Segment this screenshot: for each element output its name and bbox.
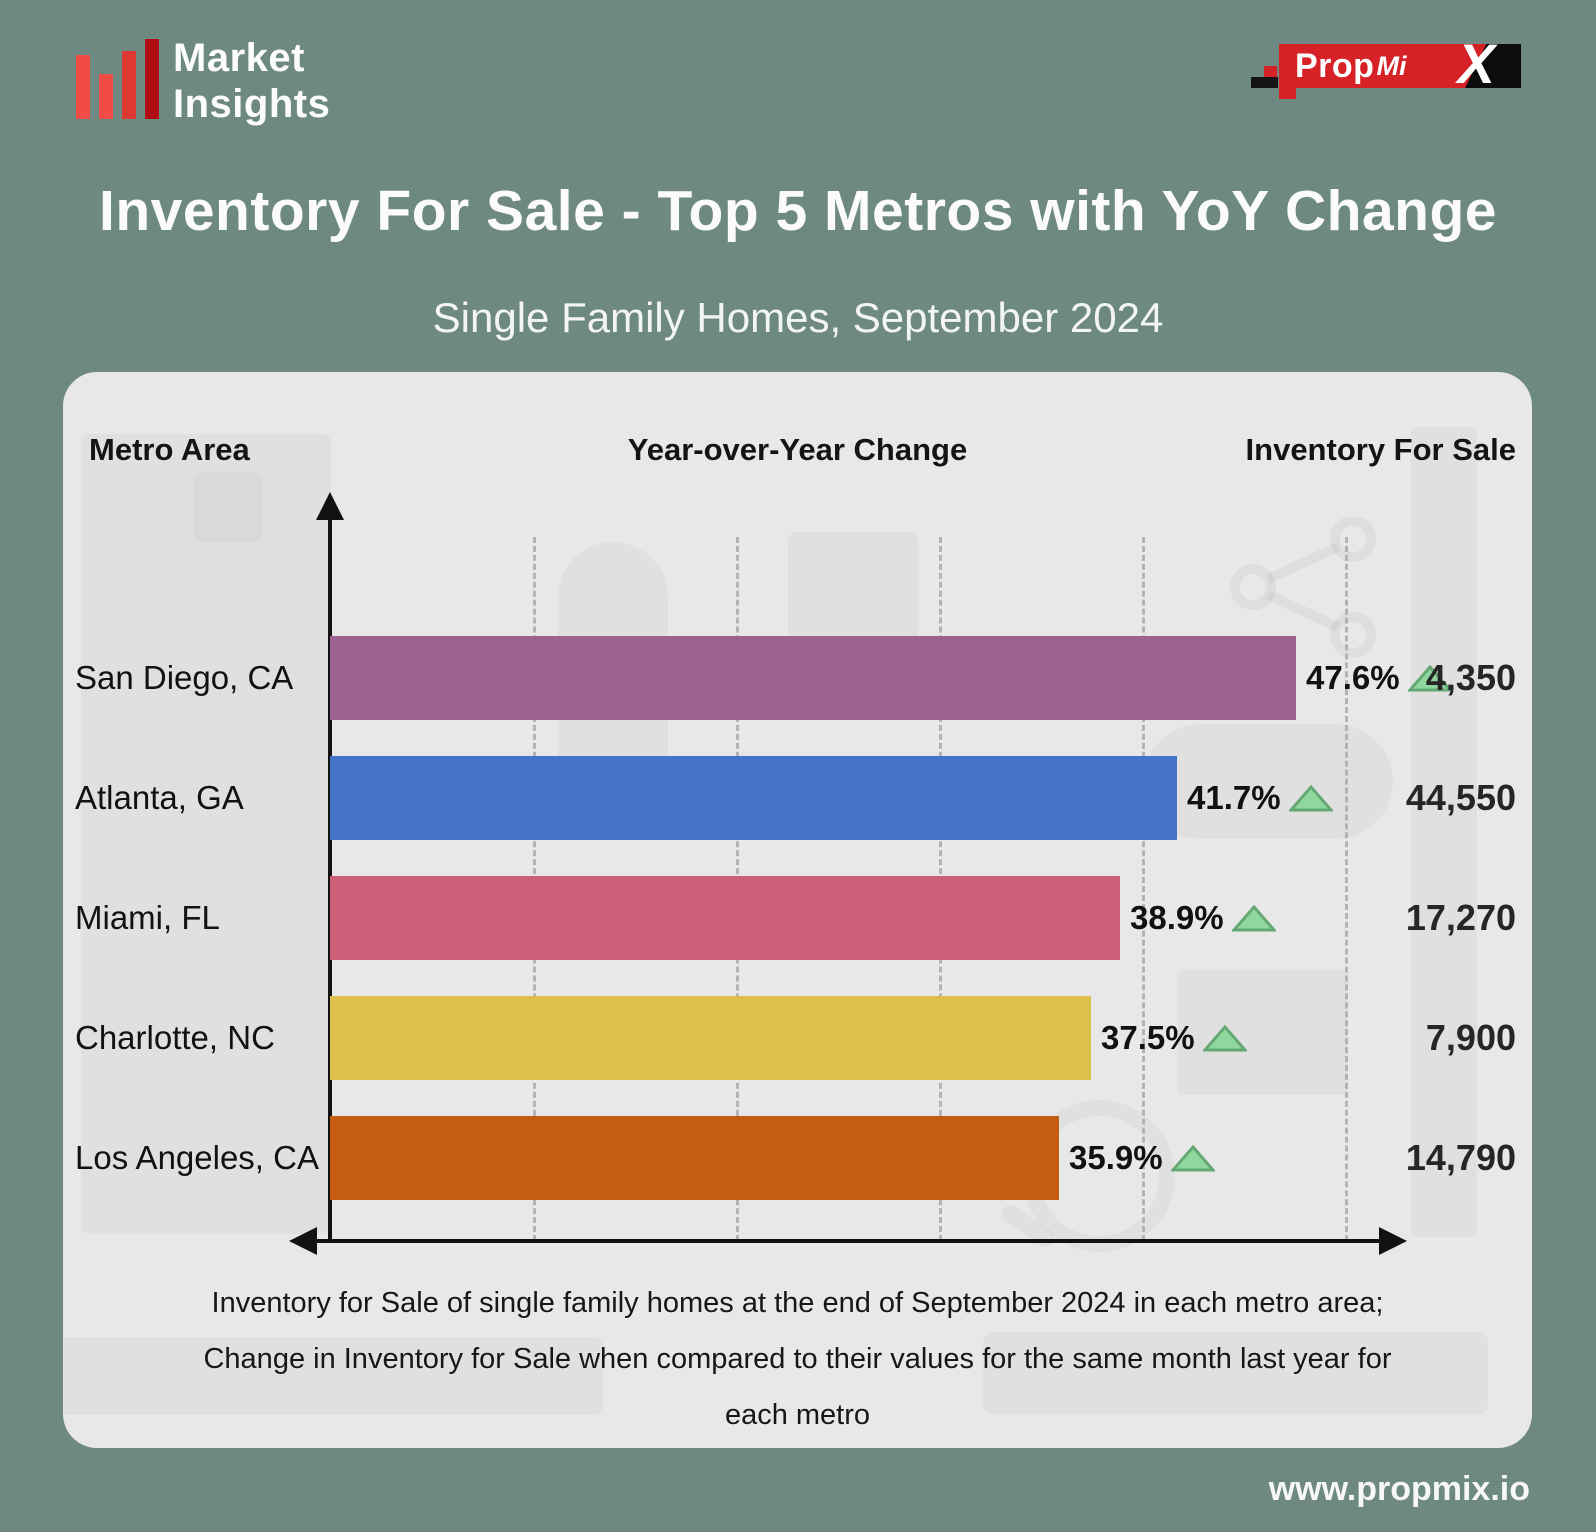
gridline	[1345, 537, 1348, 1241]
watermark-share-icon	[1230, 517, 1376, 657]
logo-bar	[99, 74, 113, 119]
inventory-value: 4,350	[1425, 657, 1516, 698]
metro-label: Los Angeles, CA	[75, 1139, 319, 1176]
chart-row: San Diego, CA 47.6% 4,350	[63, 618, 1532, 738]
column-header-metro: Metro Area	[89, 432, 250, 467]
chart-row: Atlanta, GA 41.7% 44,550	[63, 738, 1532, 858]
brand-line1: Market	[173, 36, 305, 80]
triangle-up-icon	[1170, 1144, 1215, 1171]
inventory-value: 14,790	[1405, 1137, 1516, 1178]
propmix-red-box: Prop Mi	[1279, 44, 1488, 88]
logo-pixel-red	[1279, 88, 1296, 99]
logo-pixel-red	[1264, 66, 1277, 77]
propmix-text-prop: Prop	[1295, 46, 1375, 85]
inventory-bar	[330, 996, 1091, 1080]
inventory-bar	[330, 756, 1177, 840]
yoy-change-group: 38.9%	[1130, 858, 1276, 978]
yoy-change-group: 41.7%	[1187, 738, 1333, 858]
inventory-value: 17,270	[1405, 897, 1516, 938]
chart-row: Charlotte, NC 37.5% 7,900	[63, 978, 1532, 1098]
bar-chart-icon	[76, 37, 159, 119]
triangle-up-icon	[1231, 904, 1276, 931]
metro-label: San Diego, CA	[75, 659, 294, 696]
propmix-text-mi: Mi	[1376, 50, 1407, 81]
chart-caption: Inventory for Sale of single family home…	[203, 1287, 1392, 1431]
y-axis-arrow-up-icon	[316, 492, 344, 520]
inventory-bar	[330, 636, 1296, 720]
watermark-window-square	[193, 472, 263, 542]
page-subtitle: Single Family Homes, September 2024	[432, 294, 1164, 341]
yoy-change-value: 47.6%	[1306, 659, 1400, 696]
yoy-change-value: 38.9%	[1130, 899, 1224, 936]
yoy-change-group: 37.5%	[1101, 978, 1247, 1098]
yoy-change-group: 47.6%	[1306, 618, 1452, 738]
triangle-up-icon	[1407, 664, 1452, 691]
logo-pixel-dark	[1251, 77, 1278, 88]
yoy-change-value: 37.5%	[1101, 1019, 1195, 1056]
yoy-change-value: 35.9%	[1069, 1139, 1163, 1176]
propmix-text-x: X	[1457, 32, 1495, 95]
column-header-inventory: Inventory For Sale	[1245, 432, 1516, 467]
triangle-up-icon	[1202, 1024, 1247, 1051]
chart-row: Los Angeles, CA 35.9% 14,790	[63, 1098, 1532, 1218]
page-title: Inventory For Sale - Top 5 Metros with Y…	[99, 179, 1497, 243]
logo-bar	[145, 39, 159, 119]
x-axis-line	[313, 1239, 1383, 1243]
propmix-logo: Prop Mi X	[1251, 36, 1521, 99]
inventory-value: 7,900	[1425, 1017, 1516, 1058]
column-header-yoy: Year-over-Year Change	[627, 432, 968, 467]
x-axis-arrow-left-icon	[289, 1227, 317, 1255]
chart-panel: Metro Area Year-over-Year Change Invento…	[63, 372, 1532, 1448]
metro-label: Atlanta, GA	[75, 779, 244, 816]
triangle-up-icon	[1288, 784, 1333, 811]
x-axis-arrow-right-icon	[1379, 1227, 1407, 1255]
gridline	[1142, 537, 1145, 1241]
logo-bar	[76, 55, 90, 119]
chart-row: Miami, FL 38.9% 17,270	[63, 858, 1532, 978]
brand-name: Market Insights	[173, 35, 330, 127]
market-insights-logo: Market Insights	[76, 35, 330, 127]
inventory-value: 44,550	[1405, 777, 1516, 818]
inventory-bar	[330, 1116, 1059, 1200]
column-headers: Metro Area Year-over-Year Change Invento…	[63, 428, 1532, 472]
yoy-change-group: 35.9%	[1069, 1098, 1215, 1218]
yoy-change-value: 41.7%	[1187, 779, 1281, 816]
brand-line2: Insights	[173, 82, 331, 126]
metro-label: Charlotte, NC	[75, 1019, 275, 1056]
metro-label: Miami, FL	[75, 899, 220, 936]
inventory-bar	[330, 876, 1120, 960]
website-link: www.propmix.io	[1268, 1470, 1530, 1508]
logo-bar	[122, 51, 136, 119]
